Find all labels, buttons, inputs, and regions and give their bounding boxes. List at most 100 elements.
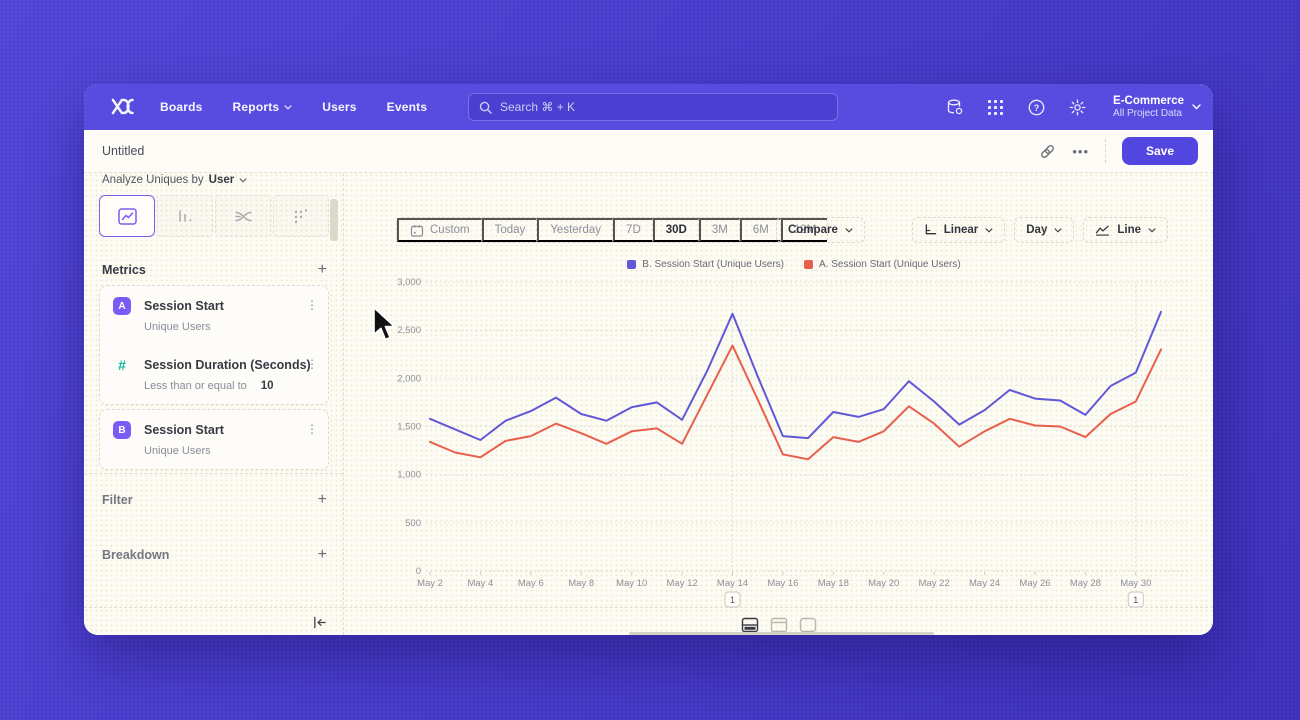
nav-item-events[interactable]: Events bbox=[387, 100, 428, 114]
more-options-button[interactable]: ••• bbox=[1072, 143, 1089, 159]
kebab-menu-icon[interactable]: ⋮ bbox=[306, 298, 318, 312]
data-management-icon[interactable] bbox=[945, 98, 964, 117]
panel-divider bbox=[343, 173, 344, 635]
filter-header: Filter bbox=[102, 493, 133, 507]
range-label: 6M bbox=[752, 224, 769, 236]
share-link-icon[interactable] bbox=[1039, 143, 1056, 160]
kebab-menu-icon[interactable]: ⋮ bbox=[306, 422, 318, 436]
project-switcher[interactable]: E-Commerce All Project Data bbox=[1113, 95, 1201, 120]
query-builder-panel: Analyze Uniques by User Metrics + A Sessi… bbox=[84, 173, 343, 635]
legend-item[interactable]: A. Session Start (Unique Users) bbox=[804, 259, 961, 270]
svg-text:2,000: 2,000 bbox=[397, 373, 421, 384]
nav-item-label: Boards bbox=[160, 100, 203, 114]
svg-text:May 30: May 30 bbox=[1120, 578, 1151, 589]
metric-badge: A bbox=[113, 297, 131, 315]
chevron-down-icon bbox=[239, 177, 247, 183]
help-icon[interactable]: ? bbox=[1027, 98, 1046, 117]
legend-item[interactable]: B. Session Start (Unique Users) bbox=[627, 259, 784, 270]
range-today[interactable]: Today bbox=[481, 218, 538, 242]
metric-tab[interactable] bbox=[273, 195, 329, 237]
report-title-bar: Untitled ••• Save bbox=[84, 130, 1213, 172]
chevron-down-icon bbox=[1054, 227, 1062, 233]
metric-badge: B bbox=[113, 421, 131, 439]
svg-text:1,500: 1,500 bbox=[397, 422, 421, 433]
svg-text:May 8: May 8 bbox=[568, 578, 594, 589]
chart-style-dropdown[interactable]: Line bbox=[1083, 217, 1168, 243]
divider bbox=[1105, 139, 1106, 163]
scrollbar-thumb[interactable] bbox=[330, 199, 338, 241]
card-view-toggle[interactable] bbox=[799, 617, 817, 635]
save-button[interactable]: Save bbox=[1122, 137, 1198, 165]
mouse-cursor bbox=[373, 306, 396, 341]
range-3m[interactable]: 3M bbox=[698, 218, 740, 242]
analyze-entity-dropdown[interactable]: User bbox=[208, 174, 235, 186]
report-title[interactable]: Untitled bbox=[102, 144, 145, 158]
chevron-down-icon bbox=[284, 104, 292, 110]
chart-panel-view-toggle[interactable] bbox=[741, 617, 759, 635]
svg-text:2,500: 2,500 bbox=[397, 325, 421, 336]
svg-text:May 24: May 24 bbox=[969, 578, 1000, 589]
add-filter-button[interactable]: + bbox=[317, 491, 327, 508]
horizontal-scrollbar[interactable] bbox=[629, 632, 934, 635]
search-placeholder: Search ⌘ + K bbox=[500, 100, 576, 114]
chart-type-tabs bbox=[99, 195, 329, 237]
nav-item-label: Reports bbox=[232, 100, 280, 114]
svg-text:May 14: May 14 bbox=[717, 578, 748, 589]
range-7d[interactable]: 7D bbox=[613, 218, 653, 242]
svg-text:May 12: May 12 bbox=[667, 578, 698, 589]
search-icon bbox=[479, 101, 492, 114]
table-panel-view-toggle[interactable] bbox=[770, 617, 788, 635]
chart-legend: B. Session Start (Unique Users) A. Sessio… bbox=[384, 259, 1204, 270]
nav-item-boards[interactable]: Boards bbox=[160, 100, 203, 114]
range-yesterday[interactable]: Yesterday bbox=[537, 218, 614, 242]
range-30d[interactable]: 30D bbox=[652, 218, 699, 242]
metric-row[interactable]: A Session Start ⋮ bbox=[100, 286, 328, 315]
breakdown-header: Breakdown bbox=[102, 548, 170, 562]
settings-icon[interactable] bbox=[1068, 98, 1087, 117]
calendar-icon bbox=[410, 224, 424, 237]
range-6m[interactable]: 6M bbox=[739, 218, 781, 242]
bottom-divider bbox=[84, 607, 1213, 608]
interval-dropdown[interactable]: Day bbox=[1014, 217, 1075, 243]
insights-line-tab[interactable] bbox=[99, 195, 155, 237]
svg-text:May 26: May 26 bbox=[1019, 578, 1050, 589]
collapse-panel-button[interactable] bbox=[312, 615, 327, 635]
nav-item-label: Events bbox=[386, 100, 428, 114]
metric-filter-value[interactable]: 10 bbox=[260, 380, 274, 392]
range-12m[interactable]: 12M bbox=[780, 218, 828, 242]
svg-text:May 4: May 4 bbox=[467, 578, 493, 589]
svg-text:500: 500 bbox=[405, 518, 421, 529]
kebab-menu-icon[interactable]: ⋮ bbox=[306, 357, 318, 371]
line-chart[interactable]: 0 500 1,000 1,500 2,000 2,500 3,000 May 2 May 4 M… bbox=[384, 273, 1204, 619]
search-input[interactable]: Search ⌘ + K bbox=[468, 93, 838, 121]
range-custom[interactable]: Custom bbox=[397, 218, 482, 242]
project-subtitle: All Project Data bbox=[1113, 107, 1182, 119]
metric-card[interactable]: A Session Start ⋮ Unique Users # Session Dura… bbox=[99, 285, 329, 405]
flows-tab[interactable] bbox=[215, 195, 271, 237]
compare-dropdown[interactable]: Compare bbox=[776, 217, 865, 243]
metric-card[interactable]: B Session Start ⋮ Unique Users bbox=[99, 409, 329, 470]
bar-chart-tab[interactable] bbox=[157, 195, 213, 237]
scale-dropdown[interactable]: Linear bbox=[911, 217, 1006, 243]
metric-badge: # bbox=[118, 357, 126, 373]
svg-text:May 28: May 28 bbox=[1070, 578, 1101, 589]
apps-grid-icon[interactable] bbox=[986, 98, 1005, 117]
project-name: E-Commerce bbox=[1113, 94, 1184, 107]
mixpanel-logo-icon[interactable] bbox=[108, 95, 138, 119]
svg-text:May 18: May 18 bbox=[818, 578, 849, 589]
svg-text:May 16: May 16 bbox=[767, 578, 798, 589]
range-label: 12M bbox=[793, 224, 817, 236]
annotation-badge[interactable] bbox=[1127, 591, 1144, 608]
line-chart-icon bbox=[1096, 225, 1110, 236]
metric-row[interactable]: B Session Start ⋮ bbox=[100, 410, 328, 439]
add-breakdown-button[interactable]: + bbox=[317, 546, 327, 563]
nav-item-users[interactable]: Users bbox=[322, 100, 356, 114]
analyze-label: Analyze Uniques by bbox=[102, 174, 204, 186]
range-label: Custom bbox=[430, 224, 470, 236]
metric-row[interactable]: # Session Duration (Seconds) ⋮ bbox=[100, 345, 328, 374]
annotation-badge[interactable] bbox=[724, 591, 741, 608]
svg-text:May 2: May 2 bbox=[417, 578, 443, 589]
nav-item-reports[interactable]: Reports bbox=[233, 100, 293, 114]
add-metric-button[interactable]: + bbox=[317, 261, 327, 278]
legend-swatch bbox=[627, 260, 637, 269]
